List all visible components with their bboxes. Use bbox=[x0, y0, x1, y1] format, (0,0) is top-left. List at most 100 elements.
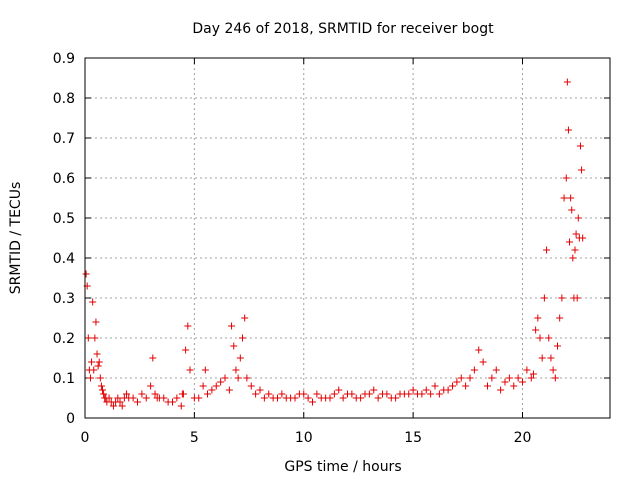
data-point bbox=[383, 390, 391, 398]
data-point bbox=[84, 334, 92, 342]
data-point bbox=[435, 390, 443, 398]
data-point bbox=[540, 294, 548, 302]
data-point bbox=[326, 394, 334, 402]
data-point bbox=[475, 346, 483, 354]
data-point bbox=[538, 354, 546, 362]
data-point bbox=[123, 390, 131, 398]
data-point bbox=[365, 390, 373, 398]
data-point bbox=[579, 234, 587, 242]
data-point bbox=[536, 334, 544, 342]
y-tick-label: 0.7 bbox=[53, 131, 75, 147]
data-point bbox=[527, 374, 535, 382]
data-point bbox=[422, 386, 430, 394]
data-point bbox=[466, 374, 474, 382]
data-point bbox=[578, 166, 586, 174]
data-point bbox=[479, 358, 487, 366]
data-point bbox=[234, 374, 242, 382]
y-tick-label: 0.9 bbox=[53, 51, 75, 67]
data-point bbox=[462, 382, 470, 390]
x-tick-label: 15 bbox=[404, 430, 422, 446]
data-point bbox=[241, 314, 249, 322]
data-point bbox=[370, 386, 378, 394]
data-point bbox=[228, 322, 236, 330]
data-point bbox=[453, 378, 461, 386]
data-point bbox=[484, 382, 491, 390]
data-point bbox=[392, 394, 400, 402]
data-point bbox=[230, 342, 238, 350]
data-point bbox=[82, 270, 90, 278]
data-point bbox=[571, 246, 579, 254]
y-tick-label: 0.5 bbox=[53, 211, 75, 227]
data-point bbox=[93, 350, 101, 358]
x-tick-label: 10 bbox=[295, 430, 313, 446]
data-point bbox=[488, 374, 496, 382]
y-tick-label: 0 bbox=[66, 411, 75, 427]
data-point bbox=[94, 362, 102, 370]
data-point bbox=[252, 390, 260, 398]
data-point bbox=[97, 382, 105, 390]
y-tick-label: 0.3 bbox=[53, 291, 75, 307]
data-point bbox=[549, 366, 557, 374]
plot-frame bbox=[84, 57, 611, 419]
data-point bbox=[304, 394, 312, 402]
data-point bbox=[313, 390, 321, 398]
data-point bbox=[568, 206, 576, 214]
data-point bbox=[160, 394, 168, 402]
data-point bbox=[278, 390, 286, 398]
data-point bbox=[409, 386, 417, 394]
data-point bbox=[118, 402, 126, 410]
data-point bbox=[217, 378, 225, 386]
data-point bbox=[91, 334, 99, 342]
data-point bbox=[88, 358, 96, 366]
data-point bbox=[105, 394, 113, 402]
data-point bbox=[560, 194, 568, 202]
data-point bbox=[243, 374, 251, 382]
x-tick-label: 20 bbox=[514, 430, 532, 446]
data-point bbox=[545, 334, 553, 342]
data-point bbox=[374, 394, 382, 402]
data-point bbox=[566, 238, 574, 246]
data-point bbox=[201, 366, 209, 374]
x-axis-label: GPS time / hours bbox=[284, 459, 401, 475]
data-point bbox=[514, 374, 522, 382]
data-point bbox=[457, 374, 465, 382]
data-point bbox=[523, 366, 531, 374]
data-point bbox=[92, 318, 100, 326]
data-point bbox=[573, 294, 581, 302]
y-tick-label: 0.2 bbox=[53, 331, 75, 347]
y-tick-label: 0.1 bbox=[53, 371, 75, 387]
data-point bbox=[492, 366, 500, 374]
data-point bbox=[232, 366, 240, 374]
data-point bbox=[100, 390, 108, 398]
data-point bbox=[547, 354, 555, 362]
data-point bbox=[182, 346, 190, 354]
data-point bbox=[256, 386, 264, 394]
data-point bbox=[418, 390, 426, 398]
data-point bbox=[562, 174, 570, 182]
data-point bbox=[572, 230, 580, 238]
data-point bbox=[534, 314, 542, 322]
data-point bbox=[90, 366, 98, 374]
y-axis-label: SRMTID / TECUs bbox=[8, 182, 24, 295]
data-point bbox=[574, 214, 582, 222]
data-point bbox=[431, 382, 439, 390]
data-point bbox=[95, 358, 103, 366]
data-series bbox=[82, 78, 587, 410]
data-point bbox=[274, 394, 281, 402]
data-point bbox=[260, 394, 268, 402]
data-point bbox=[405, 390, 413, 398]
data-point bbox=[339, 394, 347, 402]
data-point bbox=[569, 254, 577, 262]
data-point bbox=[142, 394, 150, 402]
data-point bbox=[99, 386, 106, 394]
chart-title: Day 246 of 2018, SRMTID for receiver bog… bbox=[192, 21, 494, 37]
data-point bbox=[169, 398, 176, 406]
data-point bbox=[265, 390, 273, 398]
data-point bbox=[556, 314, 564, 322]
data-point bbox=[576, 142, 584, 150]
data-point bbox=[427, 390, 435, 398]
axis-ticks: 0 0.1 0.2 0.3 0.4 0.5 0.6 0.7 0.8 0.9 0 5 10 15 20 bbox=[53, 51, 610, 446]
data-point bbox=[497, 386, 505, 394]
data-point bbox=[510, 382, 518, 390]
